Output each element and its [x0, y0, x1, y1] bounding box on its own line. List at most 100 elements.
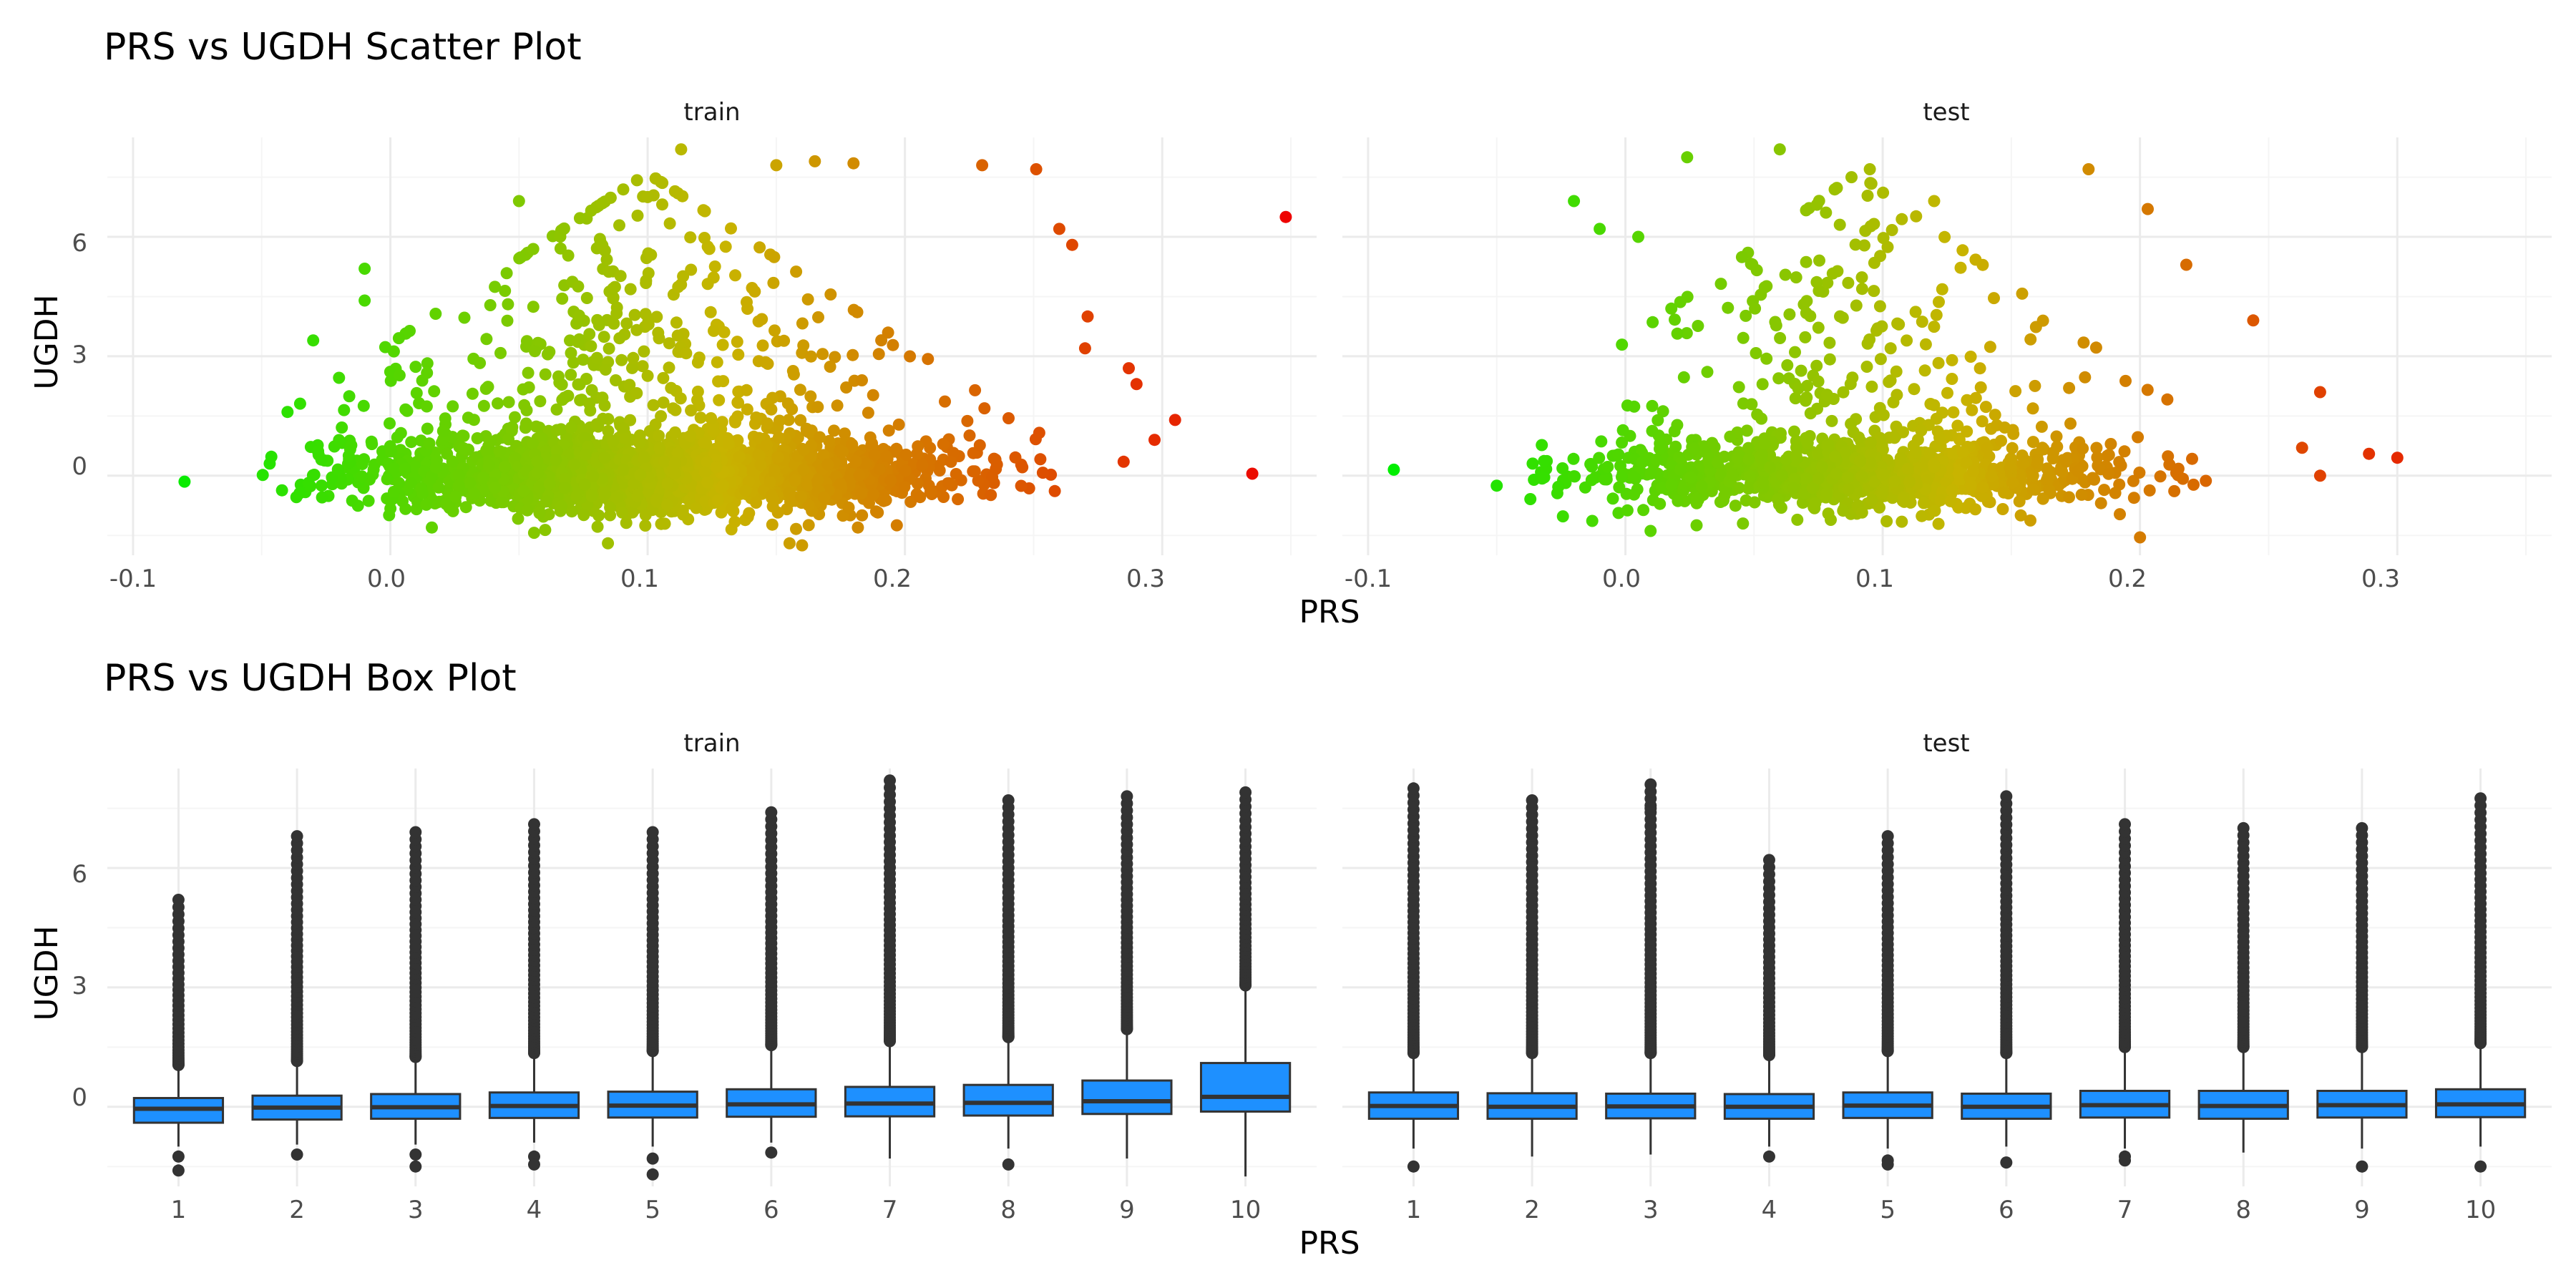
- scatter-point: [452, 469, 465, 482]
- scatter-point: [708, 425, 720, 438]
- scatter-point: [1888, 431, 1901, 444]
- scatter-point: [1789, 346, 1801, 358]
- scatter-point: [1065, 238, 1078, 251]
- scatter-point: [1595, 435, 1608, 448]
- scatter-point: [393, 369, 406, 381]
- scatter-point: [1868, 285, 1880, 298]
- scatter-point: [945, 455, 957, 468]
- scatter-point: [2296, 441, 2308, 454]
- scatter-point: [1711, 456, 1724, 469]
- scatter-point: [847, 157, 860, 170]
- scatter-point: [572, 378, 585, 391]
- scatter-point: [2043, 483, 2056, 496]
- scatter-point: [1036, 467, 1049, 479]
- scatter-point: [1616, 436, 1629, 449]
- scatter-point: [802, 519, 815, 532]
- scatter-point: [821, 458, 834, 471]
- scatter-point: [1923, 447, 1936, 459]
- scatter-point: [1841, 471, 1854, 484]
- scatter-point: [1908, 383, 1921, 396]
- scatter-point: [1781, 359, 1794, 371]
- scatter-point: [641, 190, 654, 203]
- scatter-point: [357, 399, 370, 412]
- scatter-point: [1657, 405, 1669, 418]
- scatter-point: [691, 385, 704, 398]
- scatter-point: [1868, 218, 1880, 230]
- scatter-point: [985, 489, 997, 502]
- scatter-point: [1855, 470, 1868, 482]
- scatter-point: [968, 465, 981, 478]
- scatter-point: [1961, 425, 1974, 438]
- scatter-point: [973, 439, 986, 452]
- scatter-point: [489, 482, 502, 494]
- scatter-xtick-test-0.2: 0.2: [2108, 565, 2147, 593]
- scatter-point: [741, 403, 753, 416]
- scatter-point: [1585, 474, 1598, 487]
- scatter-point: [2006, 441, 2019, 454]
- scatter-point: [1846, 371, 1859, 384]
- scatter-point: [1812, 375, 1825, 388]
- scatter-point: [1246, 467, 1259, 480]
- scatter-point: [527, 437, 540, 449]
- scatter-point: [607, 434, 620, 447]
- scatter-point: [645, 248, 658, 261]
- scatter-point: [1910, 210, 1923, 223]
- scatter-point: [429, 461, 442, 474]
- scatter-point: [655, 410, 668, 423]
- scatter-point: [1081, 310, 1094, 323]
- scatter-point: [1524, 493, 1537, 505]
- scatter-point: [376, 445, 389, 458]
- scatter-point: [483, 459, 495, 472]
- scatter-point: [1030, 163, 1043, 175]
- scatter-point: [1820, 389, 1833, 401]
- scatter-point: [1644, 525, 1657, 537]
- scatter-point: [477, 471, 489, 484]
- scatter-point: [647, 399, 660, 411]
- scatter-point: [410, 386, 423, 399]
- scatter-point: [1681, 291, 1694, 303]
- scatter-point: [1938, 230, 1951, 243]
- scatter-point: [362, 494, 375, 507]
- scatter-point: [627, 351, 640, 364]
- scatter-point: [577, 509, 590, 522]
- scatter-point: [567, 356, 580, 369]
- scatter-point: [2168, 484, 2181, 497]
- box-outlier: [765, 806, 778, 819]
- scatter-xtick-train-neg0.1: -0.1: [109, 565, 157, 593]
- scatter-point: [281, 406, 294, 419]
- scatter-point: [847, 348, 859, 361]
- scatter-point: [293, 487, 306, 499]
- scatter-point: [477, 399, 490, 412]
- scatter-point: [471, 432, 484, 444]
- scatter-point: [468, 487, 481, 500]
- scatter-point: [1823, 336, 1836, 349]
- scatter-point: [2134, 531, 2147, 544]
- scatter-point: [484, 494, 497, 507]
- box-outlier: [1762, 1150, 1775, 1163]
- scatter-point: [1976, 481, 1989, 494]
- scatter-point: [1680, 327, 1693, 340]
- scatter-point: [641, 369, 654, 382]
- scatter-point: [420, 498, 433, 511]
- scatter-point: [842, 501, 855, 514]
- scatter-point: [578, 478, 591, 491]
- scatter-point: [415, 482, 428, 494]
- box-outlier: [527, 818, 540, 831]
- scatter-point: [667, 402, 680, 415]
- scatter-point: [639, 509, 652, 522]
- scatter-point: [502, 396, 515, 409]
- box-outlier: [1644, 802, 1657, 815]
- scatter-point: [1865, 177, 1878, 190]
- scatter-point: [1586, 514, 1599, 527]
- scatter-point: [814, 431, 826, 444]
- scatter-point: [1813, 285, 1825, 297]
- scatter-point: [1621, 399, 1634, 412]
- scatter-point: [802, 499, 815, 512]
- scatter-point: [1829, 450, 1842, 463]
- scatter-point: [766, 500, 779, 513]
- scatter-point: [661, 477, 674, 490]
- scatter-point: [770, 159, 783, 172]
- scatter-point: [1758, 281, 1771, 294]
- scatter-point: [602, 342, 615, 355]
- scatter-point: [856, 509, 869, 522]
